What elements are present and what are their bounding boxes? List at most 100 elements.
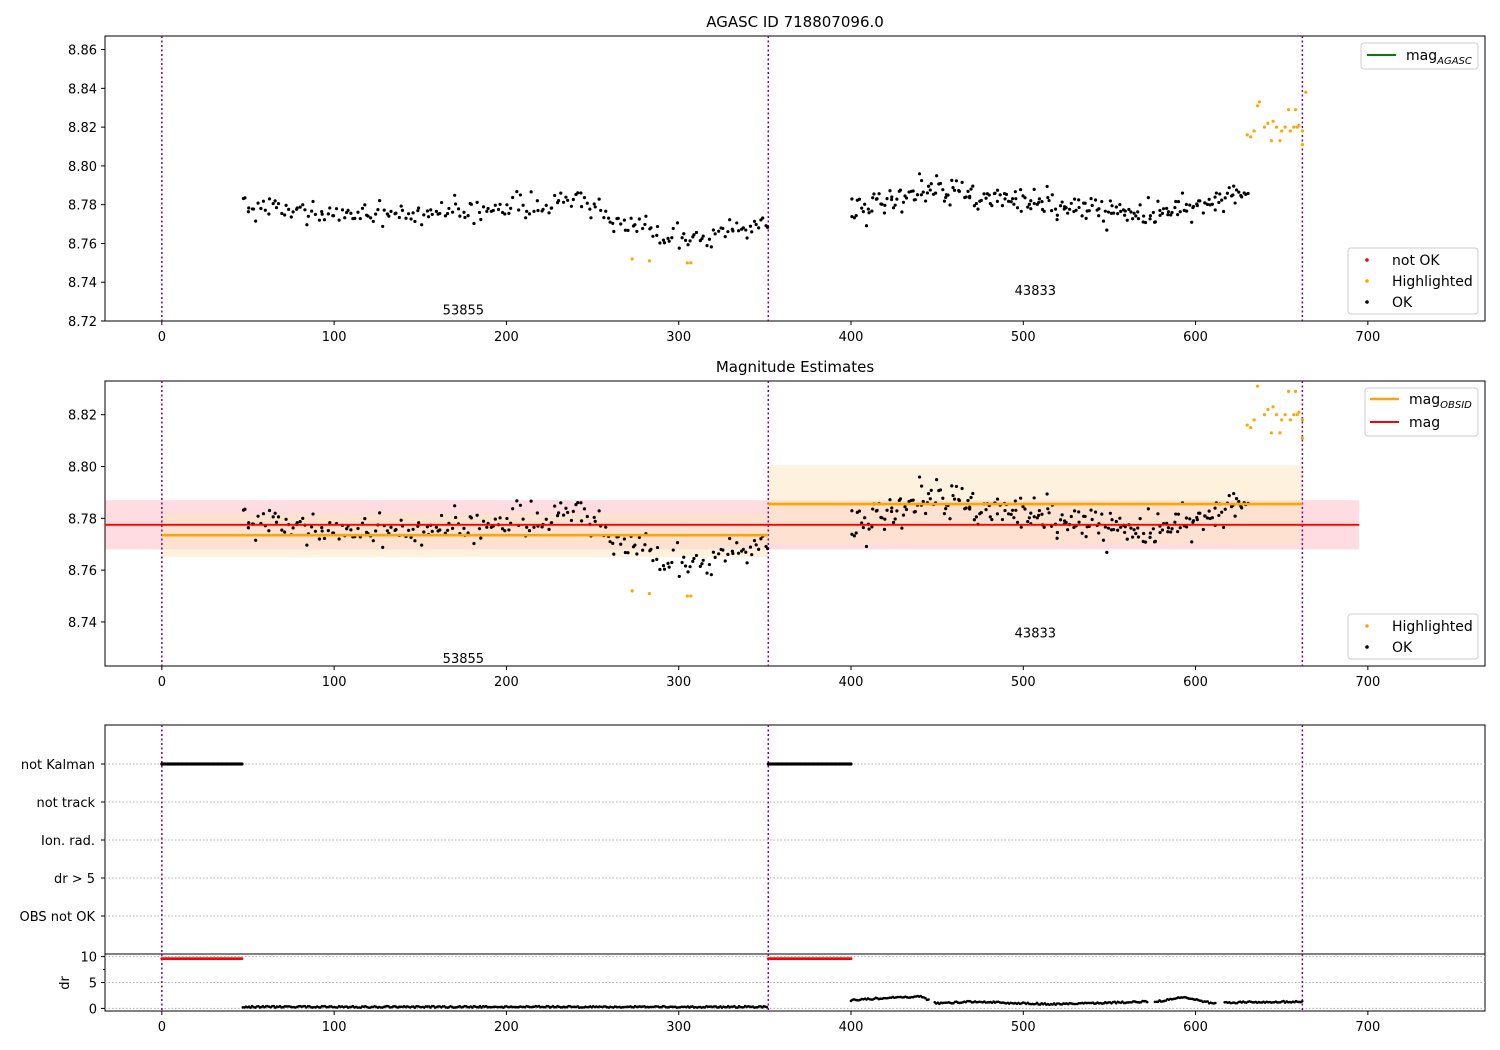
ok-point: [974, 201, 978, 206]
ok-point: [1108, 199, 1112, 203]
ok-point: [623, 550, 628, 555]
ok-point: [1101, 538, 1106, 542]
y-tick-label: 8.80: [68, 160, 97, 175]
ok-point: [661, 564, 666, 568]
ok-point: [438, 211, 442, 216]
ok-point: [413, 219, 417, 224]
ok-point: [1220, 198, 1224, 202]
ok-point: [382, 208, 386, 212]
ok-point: [860, 206, 864, 210]
panel-3-plot-area: [101, 724, 1486, 955]
ok-point: [608, 220, 612, 224]
ok-point: [1231, 193, 1235, 197]
ok-point: [1077, 205, 1081, 210]
ok-point: [291, 526, 295, 530]
ok-point: [883, 203, 887, 207]
ok-point: [929, 182, 933, 186]
y-tick-label: 8.80: [68, 461, 97, 476]
ok-point: [921, 190, 925, 194]
ok-point: [692, 556, 696, 561]
dr-point: [1214, 1001, 1217, 1005]
ok-point: [1148, 217, 1152, 221]
highlighted-point: [1245, 423, 1249, 427]
ok-point: [311, 512, 315, 516]
ok-point: [682, 232, 686, 236]
highlighted-point: [1266, 121, 1270, 125]
x-tick-label: 700: [1355, 330, 1380, 345]
x-tick-label: 600: [1183, 675, 1208, 690]
ok-point: [682, 555, 686, 559]
ok-point: [363, 517, 367, 521]
ok-point: [728, 536, 732, 541]
ok-point: [649, 226, 653, 230]
ok-point: [880, 516, 884, 520]
highlighted-point: [1278, 139, 1282, 143]
dr-point: [924, 996, 927, 1000]
ok-point: [688, 239, 692, 243]
ok-point: [744, 228, 748, 232]
ok-point: [971, 491, 975, 496]
highlighted-point: [1252, 418, 1256, 422]
ok-point: [313, 212, 318, 216]
ok-point: [1066, 528, 1070, 532]
x-tick-label: 600: [1183, 330, 1208, 345]
ok-point: [399, 204, 403, 208]
x-tick-label: 200: [494, 330, 519, 345]
ok-point: [1207, 197, 1211, 201]
ok-point: [593, 205, 597, 209]
ok-point: [895, 197, 899, 201]
ok-point: [637, 535, 641, 540]
ok-point: [267, 529, 271, 533]
ok-point: [426, 215, 431, 219]
y-tick-label: 5: [89, 977, 97, 992]
ok-point: [599, 208, 603, 213]
ok-point: [1190, 540, 1194, 544]
ok-point: [254, 219, 258, 223]
flag-label-not-kalman: not Kalman: [21, 758, 95, 773]
legend-point-status-2: Highlighted OK: [1347, 613, 1479, 660]
ok-point: [273, 199, 277, 203]
x-tick-label: 100: [322, 675, 347, 690]
legend-marker-highlighted: [1365, 624, 1369, 628]
ok-point: [745, 561, 749, 565]
ok-point: [284, 517, 288, 521]
highlighted-point: [1297, 410, 1301, 414]
ok-point: [1046, 507, 1050, 511]
ok-point: [900, 526, 904, 530]
highlighted-point: [1252, 129, 1256, 133]
ok-point: [898, 497, 903, 501]
ok-point: [1058, 204, 1063, 208]
ok-point: [1146, 196, 1150, 200]
ok-point: [404, 216, 408, 220]
ok-point: [889, 197, 894, 202]
legend-marker-not-ok: [1365, 258, 1369, 262]
ok-point: [1129, 210, 1133, 214]
ok-point: [1013, 499, 1017, 503]
ok-point: [416, 209, 420, 213]
ok-point: [475, 513, 479, 517]
ok-point: [505, 516, 509, 521]
ok-point: [872, 192, 876, 196]
ok-point: [988, 515, 992, 519]
ok-point: [972, 204, 976, 208]
ok-point: [1180, 191, 1185, 195]
ok-point: [655, 545, 660, 550]
ok-point: [276, 515, 281, 519]
ok-point: [592, 515, 596, 520]
ok-point: [246, 210, 250, 214]
ok-point: [893, 517, 897, 521]
ok-point: [456, 207, 461, 211]
highlighted-point: [1255, 104, 1260, 108]
panel-agasc: AGASC ID 718807096.0 0 100 200 300 400 500 600…: [68, 13, 1486, 345]
ok-point: [337, 537, 341, 541]
ok-point: [1032, 187, 1036, 192]
ok-point: [637, 217, 641, 221]
ok-point: [901, 200, 906, 204]
ok-point: [1129, 526, 1133, 530]
ok-point: [1123, 530, 1127, 535]
ok-point: [1223, 196, 1227, 200]
flag-label-dr-gt-5: dr > 5: [54, 872, 95, 887]
ok-point: [968, 194, 972, 198]
ok-point: [301, 516, 305, 520]
ok-point: [1201, 527, 1205, 532]
